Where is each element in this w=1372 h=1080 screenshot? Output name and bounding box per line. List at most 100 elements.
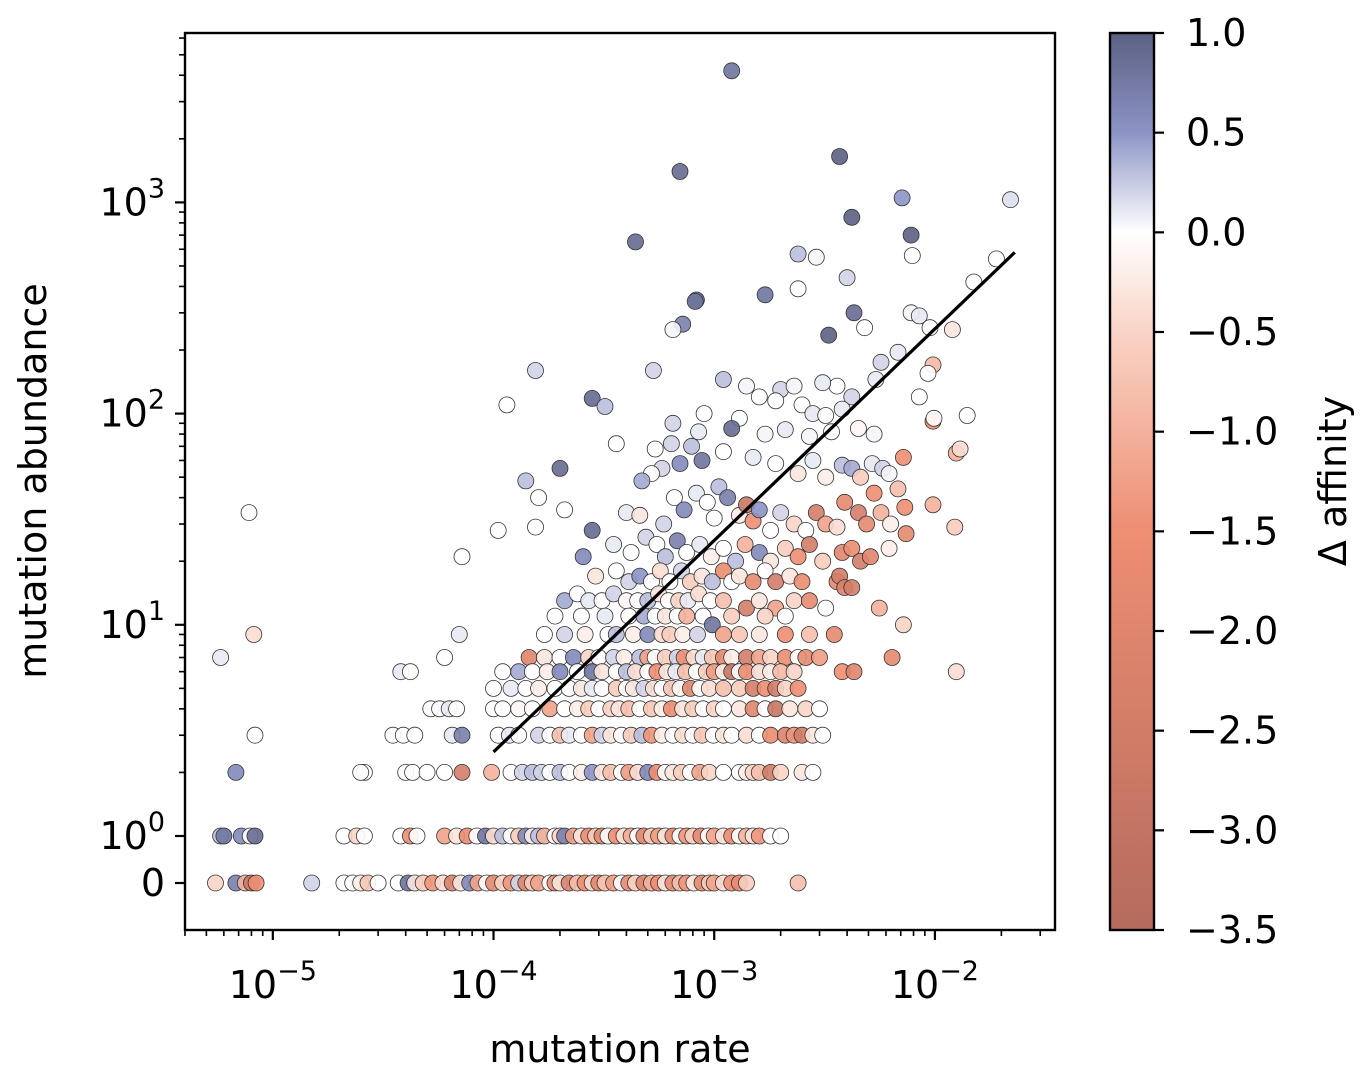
data-point — [789, 680, 807, 697]
data-point — [750, 592, 768, 610]
data-point — [807, 504, 825, 521]
data-point — [524, 663, 541, 681]
data-point — [785, 377, 803, 395]
data-point — [776, 421, 794, 439]
colorbar-tick-label: −2.5 — [1186, 709, 1278, 753]
data-point — [639, 626, 657, 643]
data-point — [517, 472, 535, 490]
x-tick-label: 10−2 — [891, 956, 979, 1007]
data-point — [587, 567, 604, 585]
data-point — [872, 504, 890, 521]
data-point — [723, 62, 741, 80]
data-point — [688, 484, 705, 502]
x-tick-label: 10−4 — [449, 956, 537, 1007]
data-point — [408, 827, 426, 845]
data-point — [450, 626, 468, 643]
data-point — [551, 663, 569, 681]
plot-background — [185, 33, 1055, 930]
data-point — [624, 626, 642, 643]
data-point — [944, 321, 961, 339]
data-point — [817, 468, 835, 486]
data-point — [536, 626, 553, 643]
data-point — [583, 389, 601, 407]
data-point — [814, 374, 832, 392]
data-point — [576, 626, 594, 643]
data-point — [703, 573, 721, 591]
data-point — [715, 540, 732, 557]
data-point — [882, 515, 899, 533]
data-point — [494, 700, 512, 718]
data-point — [719, 489, 736, 507]
data-point — [910, 307, 928, 325]
data-point — [453, 548, 471, 566]
data-point — [772, 764, 790, 781]
data-point — [767, 392, 785, 410]
data-point — [436, 764, 454, 781]
data-point — [896, 498, 914, 516]
data-point — [814, 552, 832, 570]
data-point — [889, 343, 907, 361]
data-point — [744, 448, 762, 466]
data-point — [789, 245, 807, 263]
data-point — [520, 649, 538, 666]
colorbar-tick-label: −1.5 — [1186, 509, 1278, 553]
colorbar-tick-label: 1.0 — [1186, 11, 1246, 55]
data-point — [723, 420, 741, 437]
x-axis-label: mutation rate — [489, 1027, 750, 1071]
data-point — [811, 700, 828, 718]
data-point — [646, 440, 664, 458]
data-point — [924, 496, 942, 514]
data-point — [565, 649, 582, 666]
data-point — [756, 425, 774, 443]
data-point — [303, 874, 321, 892]
data-point — [207, 874, 224, 892]
fit-line — [492, 251, 1016, 754]
y-tick-label: 0 — [141, 861, 165, 905]
data-point — [227, 764, 245, 781]
data-point — [756, 562, 774, 580]
data-point — [801, 536, 818, 553]
data-point — [838, 269, 856, 287]
data-point — [825, 626, 843, 643]
data-point — [633, 472, 651, 490]
y-tick-label: 101 — [99, 596, 165, 647]
data-point — [715, 371, 732, 388]
data-point — [453, 764, 471, 781]
data-point — [807, 248, 825, 266]
data-point — [651, 562, 669, 580]
data-point — [247, 874, 265, 892]
data-point — [801, 427, 818, 445]
data-point — [723, 649, 741, 666]
data-point — [797, 522, 815, 539]
data-point — [738, 599, 755, 617]
data-point — [762, 726, 779, 744]
data-point — [762, 649, 779, 666]
data-point — [880, 465, 898, 483]
data-point — [772, 504, 790, 521]
data-point — [750, 501, 768, 519]
data-point — [1002, 191, 1019, 209]
data-point — [852, 468, 869, 486]
data-point — [573, 607, 590, 625]
data-point — [715, 680, 732, 697]
data-point — [817, 407, 835, 424]
data-point — [789, 548, 807, 566]
data-point — [671, 163, 689, 180]
data-point — [762, 522, 779, 539]
data-point — [772, 827, 790, 845]
colorbar-tick-label: 0.0 — [1186, 210, 1246, 254]
data-point — [683, 437, 700, 455]
data-point — [902, 226, 920, 244]
data-point — [893, 189, 911, 207]
data-point — [675, 501, 693, 519]
data-point — [240, 504, 258, 521]
data-point — [246, 726, 264, 744]
data-point — [880, 540, 898, 557]
data-point — [723, 726, 741, 744]
data-point — [664, 414, 682, 432]
data-point — [698, 493, 716, 511]
data-point — [988, 250, 1005, 268]
colorbar-tick-label: −0.5 — [1186, 310, 1278, 354]
data-point — [246, 827, 264, 845]
data-point — [865, 484, 883, 502]
